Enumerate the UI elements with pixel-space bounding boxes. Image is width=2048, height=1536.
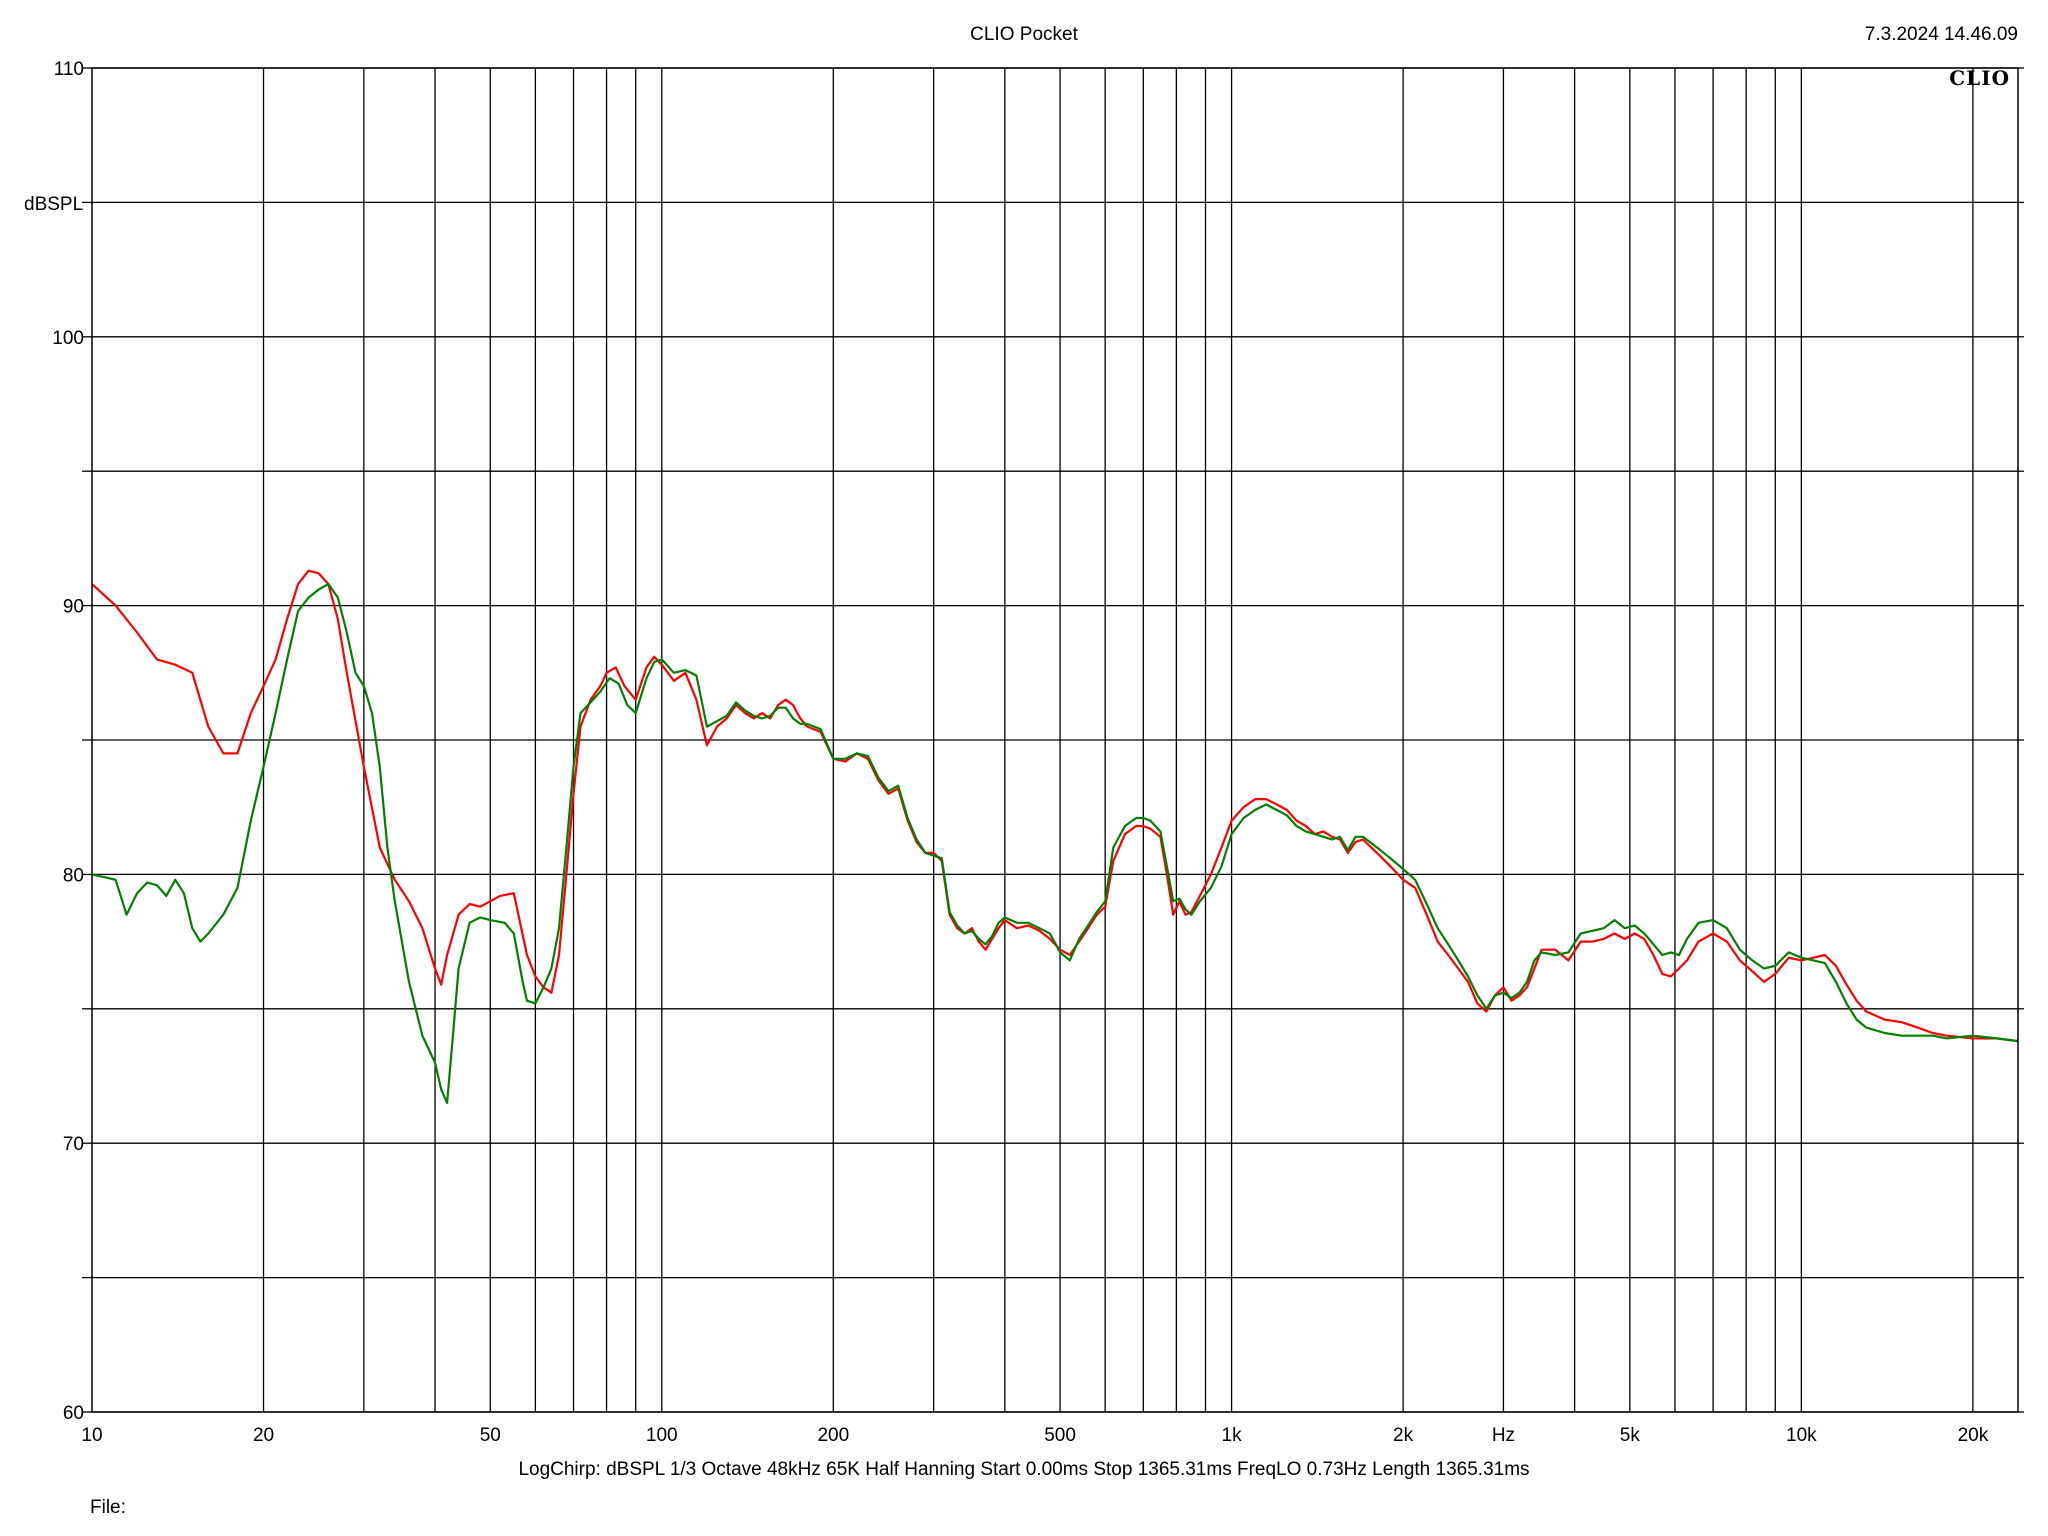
x-tick-label: 10k	[1786, 1425, 1817, 1446]
x-tick-label: 20	[253, 1425, 274, 1446]
x-tick-label: 100	[646, 1425, 678, 1446]
series-green-line	[91, 583, 2019, 1104]
x-tick-label: 500	[1044, 1425, 1076, 1446]
y-tick-label: 100	[52, 328, 84, 349]
x-tick-label: 50	[480, 1425, 501, 1446]
grid	[82, 67, 2024, 1413]
plot-frame	[91, 67, 2019, 1413]
x-tick-label: 5k	[1620, 1425, 1641, 1446]
plot-border	[91, 67, 2019, 1413]
chart-title: CLIO Pocket	[970, 24, 1078, 45]
series-layer	[91, 569, 2019, 1104]
y-tick-label: 110	[54, 59, 84, 80]
y-tick-label: 60	[63, 1403, 84, 1424]
y-tick-label: 90	[63, 597, 84, 618]
x-tick-label: 200	[817, 1425, 849, 1446]
y-tick-label: 80	[63, 865, 84, 886]
tick-labels: 60 70 80 90 100 110 10 20 50 100 200 500 1k 2k 5k 10k 20…	[52, 59, 1988, 1446]
clio-logo: CLIO	[1949, 66, 2010, 90]
y-tick-label: 70	[63, 1134, 84, 1155]
series-red-line	[91, 569, 2019, 1043]
x-tick-label: 20k	[1958, 1425, 1989, 1446]
measurement-settings: LogChirp: dBSPL 1/3 Octave 48kHz 65K Hal…	[518, 1459, 1530, 1480]
x-axis-unit-label: Hz	[1492, 1425, 1515, 1446]
x-tick-label: 1k	[1222, 1425, 1243, 1446]
file-label: File:	[90, 1497, 126, 1518]
timestamp: 7.3.2024 14.46.09	[1864, 24, 2018, 45]
x-tick-label: 2k	[1393, 1425, 1414, 1446]
y-axis-unit-label: dBSPL	[24, 194, 84, 215]
x-tick-label: 10	[81, 1425, 102, 1446]
